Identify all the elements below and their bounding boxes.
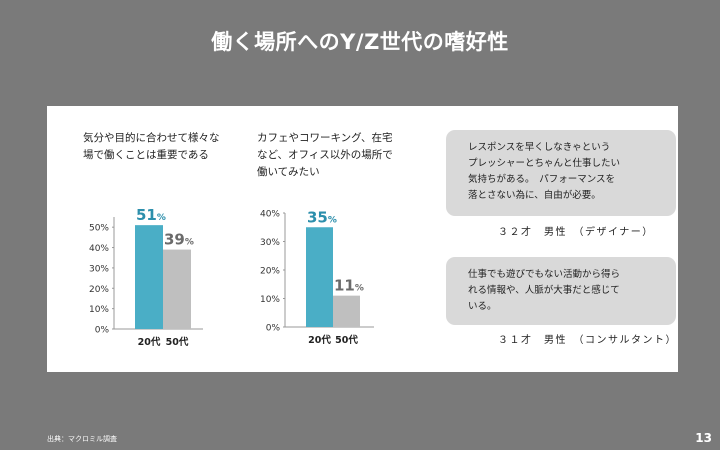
- y-tick-label: 30%: [260, 238, 280, 248]
- y-tick-label: 40%: [260, 210, 280, 220]
- data-label: 51%: [136, 206, 166, 224]
- x-tick-label: 50代: [166, 336, 189, 348]
- bar-chart-left: 0% 10% 20% 30% 40% 50% 51% 20代 39% 50代: [78, 185, 208, 355]
- data-label: 11%: [334, 277, 364, 295]
- bar-20代: [306, 227, 333, 327]
- quote-attribution-2: ３１才 男性 （コンサルタント）: [498, 335, 677, 346]
- y-tick-label: 50%: [89, 224, 109, 234]
- x-tick-label: 20代: [308, 334, 331, 346]
- source-note: 出典：マクロミル調査: [47, 435, 117, 443]
- bar-50代: [333, 295, 360, 327]
- y-tick-label: 40%: [89, 244, 109, 254]
- slide-title: 働く場所へのY/Z世代の嗜好性: [211, 30, 509, 54]
- y-tick-label: 0%: [95, 326, 110, 336]
- chart-caption-left: 気分や目的に合わせて様々な 場で働くことは重要である: [83, 132, 220, 161]
- data-label: 39%: [164, 231, 194, 249]
- chart-caption-middle: カフェやコワーキング、在宅 など、オフィス以外の場所で 働いてみたい: [257, 132, 393, 178]
- page-number: 13: [695, 431, 712, 445]
- quote-attribution-1: ３２才 男性 （デザイナー）: [498, 227, 654, 238]
- y-tick-label: 0%: [266, 324, 281, 334]
- quote-bubble-2: 仕事でも遊びでもない活動から得ら れる情報や、人脈が大事だと感じて いる。: [446, 257, 676, 325]
- y-tick-label: 10%: [260, 295, 280, 305]
- y-tick-label: 20%: [260, 267, 280, 277]
- y-tick-label: 20%: [89, 285, 109, 295]
- bar-chart-middle: 0% 10% 20% 30% 40% 35% 20代 11% 50代: [250, 195, 380, 355]
- y-tick-label: 10%: [89, 305, 109, 315]
- quote-bubble-1: レスポンスを早くしなきゃという プレッシャーとちゃんと仕事したい 気持ちがある。…: [446, 130, 676, 216]
- y-tick-label: 30%: [89, 264, 109, 274]
- bar-20代: [135, 225, 163, 329]
- x-tick-label: 50代: [335, 334, 358, 346]
- x-tick-label: 20代: [138, 336, 161, 348]
- data-label: 35%: [307, 208, 337, 226]
- bar-50代: [163, 249, 191, 329]
